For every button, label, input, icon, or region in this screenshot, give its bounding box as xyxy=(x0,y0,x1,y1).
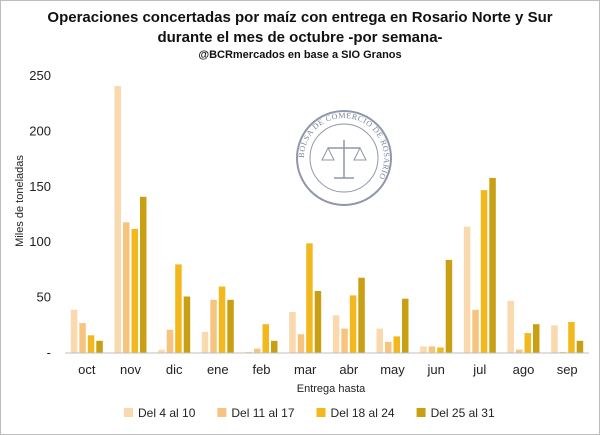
bar xyxy=(158,349,165,353)
bar xyxy=(349,295,357,353)
bar xyxy=(140,196,147,353)
y-tick-label: 200 xyxy=(29,123,51,138)
bar xyxy=(96,340,103,353)
x-tick-label: jun xyxy=(427,362,445,377)
x-tick-label: may xyxy=(380,362,405,377)
y-axis: - 50 100 150 200 250 xyxy=(29,68,51,360)
bar xyxy=(385,341,392,353)
chart-title: Operaciones concertadas por maíz con ent… xyxy=(47,9,552,26)
bar xyxy=(245,351,252,353)
x-tick-label: ene xyxy=(207,362,229,377)
bar xyxy=(306,243,313,353)
x-tick-label: mar xyxy=(294,362,317,377)
bar xyxy=(437,347,444,353)
bar xyxy=(524,333,531,353)
x-tick-label: nov xyxy=(120,362,141,377)
bar xyxy=(123,222,130,353)
bar xyxy=(114,86,121,353)
bar xyxy=(376,328,383,353)
bar xyxy=(489,177,496,353)
x-tick-label: abr xyxy=(339,362,358,377)
y-tick-label: 100 xyxy=(29,234,51,249)
x-tick-label: sep xyxy=(557,362,578,377)
bar xyxy=(314,291,322,353)
y-axis-label: Miles de toneladas xyxy=(14,155,26,247)
bar xyxy=(420,346,427,353)
bar xyxy=(210,299,217,353)
bar xyxy=(402,298,409,353)
bar xyxy=(332,315,340,353)
chart-title-line2: durante el mes de octubre -por semana- xyxy=(157,29,442,46)
y-tick-label: 250 xyxy=(29,68,51,83)
x-tick-label: dic xyxy=(166,362,183,377)
bar xyxy=(227,299,234,353)
legend-swatch xyxy=(416,408,426,417)
legend-swatch xyxy=(217,408,227,417)
bar xyxy=(428,346,436,353)
legend-swatch xyxy=(316,408,326,417)
legend: Del 4 al 10 Del 11 al 17 Del 18 al 24 Del 2… xyxy=(124,406,495,420)
bar xyxy=(297,334,305,353)
x-tick-label: oct xyxy=(78,362,96,377)
bar xyxy=(533,324,540,353)
bar xyxy=(87,335,95,353)
bar xyxy=(70,309,78,353)
legend-label: Del 4 al 10 xyxy=(138,406,196,420)
y-tick-label: 50 xyxy=(37,290,51,305)
bar xyxy=(262,324,269,353)
bar xyxy=(551,325,558,353)
bar xyxy=(218,286,226,353)
bars xyxy=(70,86,584,353)
legend-swatch xyxy=(124,408,133,417)
bar xyxy=(445,259,453,353)
bar xyxy=(480,190,488,353)
x-tick-label: jul xyxy=(472,362,486,377)
x-axis: oct nov dic ene feb mar abr may jun jul ago sep xyxy=(78,362,578,377)
bar xyxy=(166,329,174,353)
bar xyxy=(175,264,182,353)
x-tick-label: ago xyxy=(513,362,535,377)
bar xyxy=(254,348,261,353)
legend-label: Del 18 al 24 xyxy=(331,406,395,420)
bar xyxy=(341,328,348,353)
seal-logo: BOLSA DE COMERCIO DE ROSARIO xyxy=(296,110,392,206)
bar xyxy=(507,300,514,353)
y-tick-label: 150 xyxy=(29,179,51,194)
bar xyxy=(576,340,584,353)
y-tick-label: - xyxy=(47,345,51,360)
bar xyxy=(568,322,575,353)
bar xyxy=(463,226,471,353)
bar xyxy=(183,296,191,353)
chart-subtitle: @BCRmercados en base a SIO Granos xyxy=(198,49,401,61)
bar xyxy=(516,349,523,353)
bar xyxy=(271,340,278,353)
bar xyxy=(79,323,86,353)
x-axis-label: Entrega hasta xyxy=(297,383,366,395)
bar xyxy=(393,336,400,353)
legend-label: Del 25 al 31 xyxy=(431,406,495,420)
bar xyxy=(131,228,138,353)
bar xyxy=(289,312,296,353)
bar xyxy=(201,331,209,353)
x-tick-label: feb xyxy=(252,362,270,377)
bar xyxy=(358,277,365,353)
bar xyxy=(559,351,567,353)
legend-label: Del 11 al 17 xyxy=(231,406,294,420)
bar xyxy=(472,309,479,353)
